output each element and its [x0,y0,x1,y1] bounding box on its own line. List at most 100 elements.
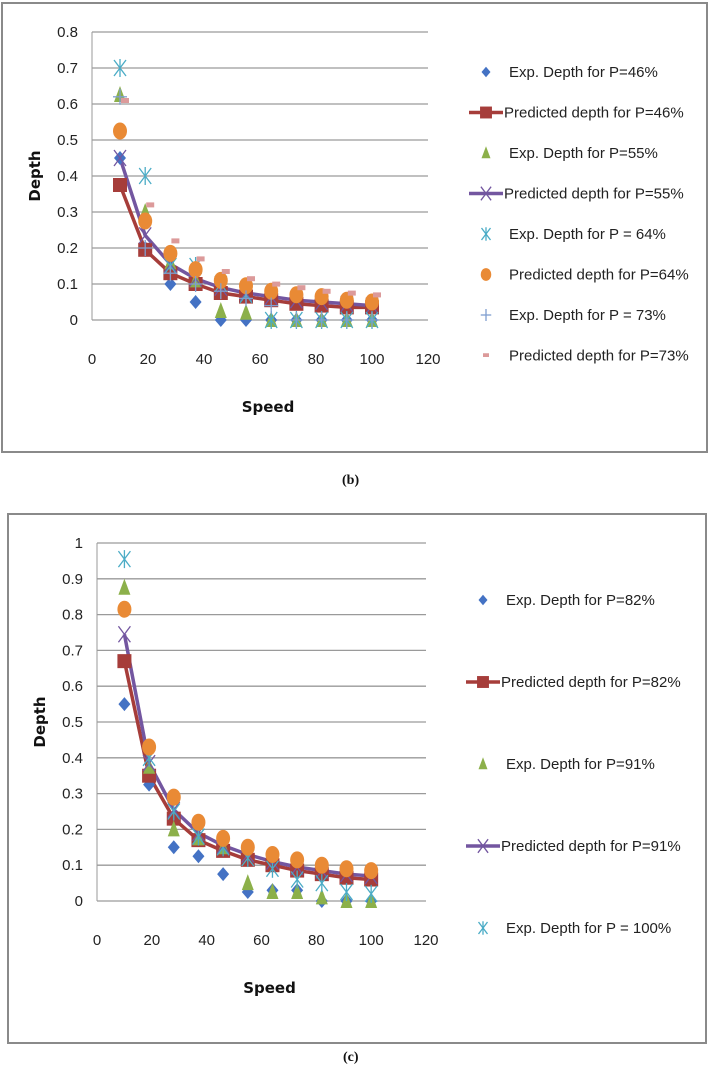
chart-c-series-5-point [191,813,206,831]
chart-b-series-5-markers [113,122,379,311]
legend-plus-icon [480,309,492,321]
chart-b-series-3-point [138,227,152,244]
chart-b-series-5-point [289,286,304,304]
chart-c-y-axis-title: Depth [31,696,49,747]
chart-c-series-5-point [142,738,157,756]
chart-b-legend: Exp. Depth for P=46% Predicted depth for … [469,64,689,365]
legend-diamond-icon [478,594,488,606]
chart-b-series-7-point [146,202,155,208]
chart-c-ytick-label: 0.5 [62,714,83,731]
chart-b-legend-label: Exp. Depth for P = 73% [509,307,666,324]
chart-c-legend-label: Predicted depth for P=91% [501,838,681,855]
chart-b-xtick-label: 20 [140,351,157,368]
chart-b-ytick-label: 0.6 [57,96,78,113]
legend-triangle-icon [478,757,488,770]
chart-b-series-3-point [113,149,127,167]
chart-b-series-5-point [339,291,354,309]
chart-c-ytick-label: 0.7 [62,642,83,659]
chart-c-ytick-label: 0.6 [62,678,83,695]
chart-b-series-7-point [297,285,306,291]
chart-c-series-2-point [167,820,180,837]
chart-b-series-6-point [365,312,379,328]
chart-b-xtick-label: 120 [415,351,440,368]
chart-c-xtick-label: 60 [253,932,270,949]
chart-c-series-2-point [241,874,254,891]
chart-b-series-6-point [113,88,127,105]
chart-c-series-5-point [240,838,255,856]
legend-square-icon [480,106,492,119]
chart-b-x-axis-title: Speed [242,398,295,416]
figure-caption-c: (c) [343,1050,359,1065]
chart-b-series-6-point [314,312,329,328]
chart-c-gridlines [96,542,426,902]
chart-c-ytick-label: 1 [75,535,83,552]
chart-c-x-axis-title: Speed [243,979,296,997]
chart-c-series-2-point [266,883,279,900]
chart-c-legend-label: Exp. Depth for P=91% [506,756,655,773]
chart-c-series-0-point [217,867,230,882]
chart-c-ytick-label: 0.8 [62,607,83,624]
chart-b-legend-item: Predicted depth for P=73% [483,348,689,365]
chart-c-xtick-label: 40 [198,932,215,949]
chart-b-ytick-label: 0.3 [57,204,78,221]
chart-b-xtick-label: 100 [359,351,384,368]
chart-b-ytick-label: 0.7 [57,60,78,77]
chart-panel-b [1,2,708,453]
chart-c-legend-item: Predicted depth for P=82% [466,674,681,691]
legend-star-icon [477,921,489,935]
chart-b-series-5-point [163,244,178,262]
chart-b-legend-label: Exp. Depth for P = 64% [509,226,666,243]
chart-b-series-7-point [247,276,255,282]
chart-c-series-3-point [117,625,131,643]
chart-b-legend-item: Predicted depth for P=64% [480,267,689,284]
chart-c-series-2-point [291,883,304,900]
chart-b-series-7-markers [121,98,381,298]
chart-c-legend: Exp. Depth for P=82% Predicted depth for … [466,592,681,937]
chart-b-series-6-point [339,312,354,328]
chart-c-series-1-point [117,654,132,669]
chart-b-ytick-label: 0.2 [57,240,78,257]
chart-b-legend-label: Predicted depth for P=73% [509,348,689,365]
chart-c-series-4-point [117,550,131,569]
chart-b-legend-label: Predicted depth for P=64% [509,267,689,284]
chart-c-series-0-point [118,697,131,712]
chart-b-legend-item: Exp. Depth for P=55% [481,145,658,162]
legend-x-icon [477,838,489,854]
legend-diamond-icon [481,66,491,78]
chart-c-legend-item: Exp. Depth for P=82% [478,592,655,609]
chart-b-series-6-point [188,276,203,292]
chart-b-series-5-point [213,271,228,289]
chart-c-series-5-point [339,860,354,878]
chart-b-series-7-point [347,290,356,296]
legend-circle-icon [480,268,492,281]
chart-b-series-1-point [113,178,127,192]
chart-c-xtick-label: 20 [143,932,160,949]
legend-dash-icon [483,353,489,357]
chart-b-series-6-markers [113,88,379,328]
chart-b-ytick-label: 0.1 [57,276,78,293]
chart-b-series-7-point [121,98,129,103]
chart-c-ytick-label: 0 [75,893,83,910]
chart-c-series-5-point [314,856,329,874]
chart-c-legend-label: Exp. Depth for P=82% [506,592,655,609]
chart-c-xtick-label: 0 [93,932,101,949]
chart-c-series-5-point [265,845,280,863]
figure-caption-b: (b) [342,473,360,488]
chart-b-series-7-point [373,292,381,298]
chart-b-series-4-point [138,167,152,185]
chart-c-series-4-point [339,883,354,902]
chart-b-series-2-point [240,303,252,320]
chart-b-series-6-point [213,283,228,300]
chart-b-series-7-point [171,238,180,244]
chart-b-series-5-point [138,212,153,230]
chart-b-ytick-label: 0 [70,312,78,329]
chart-b-legend-item: Exp. Depth for P = 73% [480,307,666,324]
chart-b-y-axis-title: Depth [26,150,44,201]
chart-c-series-5-point [290,851,305,869]
chart-b-legend-label: Exp. Depth for P=46% [509,64,658,81]
chart-c-legend-label: Exp. Depth for P = 100% [506,920,671,937]
chart-c-ytick-label: 0.1 [62,857,83,874]
chart-c-series-0-point [167,840,180,855]
chart-c-xtick-label: 80 [308,932,325,949]
